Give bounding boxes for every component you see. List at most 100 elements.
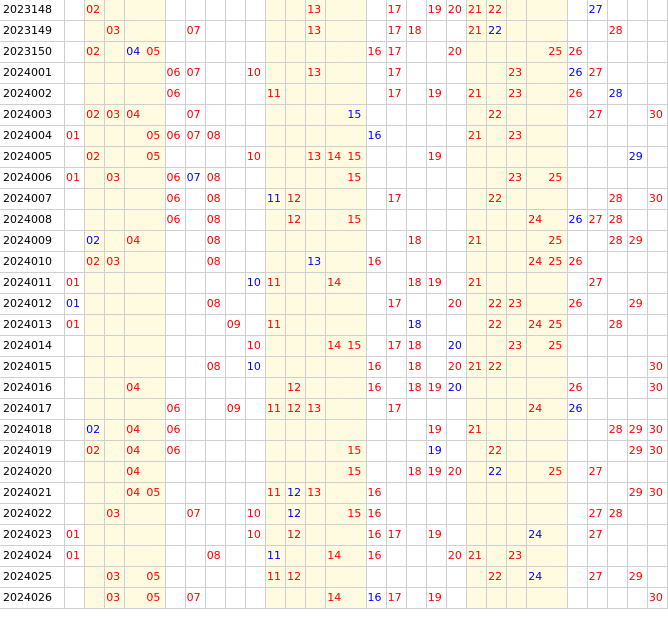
- empty-cell: [627, 525, 649, 546]
- empty-cell: [346, 189, 367, 210]
- empty-cell: [306, 189, 327, 210]
- number-cell: 03: [105, 21, 126, 42]
- number-cell: 01: [65, 546, 86, 567]
- empty-cell: [426, 21, 448, 42]
- number-cell: 13: [306, 399, 327, 420]
- empty-cell: [165, 294, 186, 315]
- number-cell: 06: [165, 168, 186, 189]
- empty-cell: [205, 336, 226, 357]
- empty-cell: [225, 483, 247, 504]
- number-cell: 12: [286, 399, 307, 420]
- empty-cell: [547, 567, 568, 588]
- empty-cell: [567, 441, 588, 462]
- number-cell: 07: [185, 105, 206, 126]
- empty-cell: [507, 105, 528, 126]
- empty-cell: [627, 336, 649, 357]
- number-cell: 15: [346, 105, 367, 126]
- empty-cell: [587, 315, 608, 336]
- empty-cell: [306, 504, 327, 525]
- empty-cell: [627, 357, 649, 378]
- empty-cell: [467, 252, 488, 273]
- number-cell: 04: [125, 231, 146, 252]
- number-cell: 29: [627, 567, 649, 588]
- empty-cell: [266, 105, 287, 126]
- empty-cell: [527, 357, 548, 378]
- period-cell: 2024005: [0, 147, 65, 168]
- empty-cell: [406, 168, 427, 189]
- empty-cell: [85, 21, 106, 42]
- empty-cell: [366, 210, 387, 231]
- empty-cell: [386, 168, 407, 189]
- empty-cell: [467, 294, 488, 315]
- empty-cell: [406, 441, 427, 462]
- number-cell: 16: [366, 483, 387, 504]
- empty-cell: [266, 462, 287, 483]
- number-cell: 20: [446, 462, 468, 483]
- empty-cell: [205, 420, 226, 441]
- empty-cell: [105, 231, 126, 252]
- empty-cell: [527, 42, 548, 63]
- empty-cell: [527, 546, 548, 567]
- empty-cell: [225, 294, 247, 315]
- empty-cell: [547, 357, 568, 378]
- empty-cell: [245, 210, 267, 231]
- empty-cell: [607, 483, 628, 504]
- empty-cell: [587, 189, 608, 210]
- number-cell: 08: [205, 357, 226, 378]
- empty-cell: [446, 567, 468, 588]
- number-cell: 21: [467, 0, 488, 21]
- empty-cell: [487, 483, 508, 504]
- empty-cell: [65, 189, 86, 210]
- empty-cell: [185, 315, 206, 336]
- empty-cell: [165, 588, 186, 609]
- empty-cell: [125, 294, 146, 315]
- empty-cell: [165, 483, 186, 504]
- empty-cell: [326, 315, 347, 336]
- empty-cell: [165, 336, 186, 357]
- empty-cell: [587, 483, 608, 504]
- empty-cell: [366, 168, 387, 189]
- empty-cell: [406, 105, 427, 126]
- empty-cell: [567, 189, 588, 210]
- number-cell: 12: [286, 210, 307, 231]
- empty-cell: [587, 231, 608, 252]
- empty-cell: [125, 315, 146, 336]
- number-cell: 17: [386, 84, 407, 105]
- empty-cell: [467, 441, 488, 462]
- empty-cell: [567, 525, 588, 546]
- empty-cell: [567, 231, 588, 252]
- empty-cell: [346, 21, 367, 42]
- empty-cell: [467, 168, 488, 189]
- number-cell: 08: [205, 546, 226, 567]
- empty-cell: [306, 105, 327, 126]
- number-cell: 16: [366, 42, 387, 63]
- empty-cell: [426, 357, 448, 378]
- empty-cell: [105, 378, 126, 399]
- number-cell: 11: [266, 273, 287, 294]
- empty-cell: [145, 546, 166, 567]
- number-cell: 10: [245, 336, 267, 357]
- empty-cell: [386, 105, 407, 126]
- empty-cell: [627, 189, 649, 210]
- empty-cell: [205, 105, 226, 126]
- empty-cell: [125, 147, 146, 168]
- empty-cell: [366, 420, 387, 441]
- empty-cell: [547, 525, 568, 546]
- empty-cell: [185, 546, 206, 567]
- empty-cell: [647, 525, 668, 546]
- number-cell: 26: [567, 252, 588, 273]
- empty-cell: [346, 294, 367, 315]
- empty-cell: [607, 126, 628, 147]
- empty-cell: [225, 567, 247, 588]
- empty-cell: [386, 126, 407, 147]
- empty-cell: [245, 42, 267, 63]
- empty-cell: [346, 231, 367, 252]
- empty-cell: [205, 441, 226, 462]
- empty-cell: [185, 483, 206, 504]
- empty-cell: [326, 0, 347, 21]
- empty-cell: [527, 147, 548, 168]
- empty-cell: [105, 441, 126, 462]
- empty-cell: [85, 336, 106, 357]
- empty-cell: [647, 126, 668, 147]
- empty-cell: [487, 252, 508, 273]
